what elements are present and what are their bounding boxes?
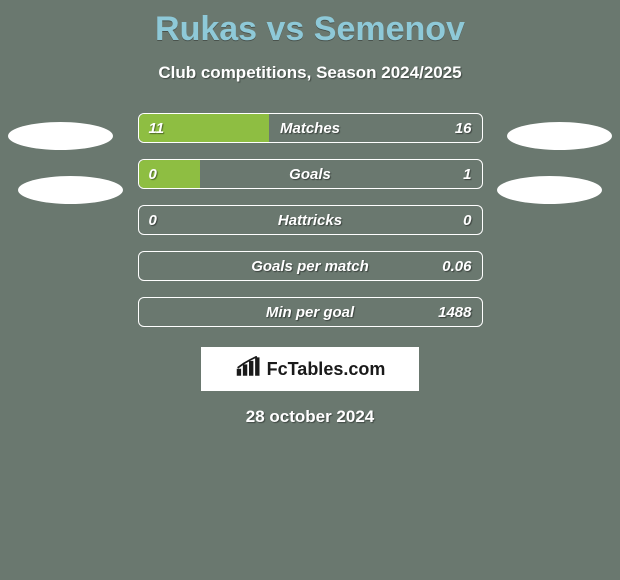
stat-row: 11Matches16	[138, 113, 483, 143]
page-subtitle: Club competitions, Season 2024/2025	[0, 63, 620, 83]
stat-row: Min per goal1488	[138, 297, 483, 327]
stats-container: 11Matches160Goals10Hattricks0Goals per m…	[138, 113, 483, 327]
stat-row: 0Goals1	[138, 159, 483, 189]
stat-row: Goals per match0.06	[138, 251, 483, 281]
logo-text: FcTables.com	[267, 359, 386, 380]
stat-label: Goals per match	[139, 258, 482, 275]
page-date: 28 october 2024	[0, 407, 620, 427]
page-title: Rukas vs Semenov	[0, 0, 620, 49]
logo-box[interactable]: FcTables.com	[201, 347, 419, 391]
stat-label: Goals	[139, 166, 482, 183]
stat-label: Hattricks	[139, 212, 482, 229]
bar-chart-icon	[235, 356, 263, 383]
stat-row: 0Hattricks0	[138, 205, 483, 235]
stat-value-right: 16	[455, 120, 472, 137]
stat-value-right: 0.06	[442, 258, 471, 275]
stat-value-right: 1488	[438, 304, 471, 321]
stat-value-right: 0	[463, 212, 471, 229]
team-badge-placeholder	[18, 176, 123, 204]
team-badge-placeholder	[8, 122, 113, 150]
stat-label: Matches	[139, 120, 482, 137]
team-badge-placeholder	[497, 176, 602, 204]
team-badge-placeholder	[507, 122, 612, 150]
stat-value-right: 1	[463, 166, 471, 183]
stat-label: Min per goal	[139, 304, 482, 321]
